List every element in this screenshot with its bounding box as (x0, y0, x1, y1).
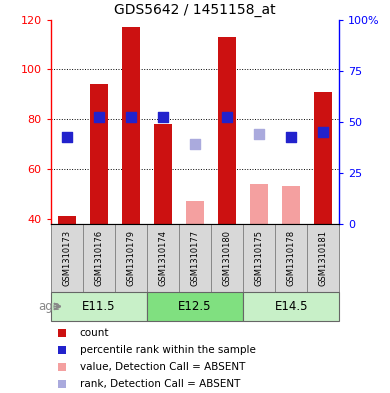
Bar (243, 224, 275, 292)
Text: GSM1310175: GSM1310175 (255, 230, 264, 286)
Bar (115, 224, 147, 292)
Bar (243, 292, 339, 321)
Bar (90, 84, 108, 224)
Bar (147, 20, 179, 224)
Bar (275, 20, 307, 224)
Point (288, 134, 294, 140)
Bar (282, 186, 300, 224)
Title: GDS5642 / 1451158_at: GDS5642 / 1451158_at (114, 3, 276, 17)
Text: age: age (38, 300, 60, 313)
Text: GSM1310176: GSM1310176 (94, 230, 103, 286)
Bar (218, 37, 236, 224)
Text: GSM1310178: GSM1310178 (287, 230, 296, 286)
Bar (58, 216, 76, 224)
Bar (51, 224, 83, 292)
Text: rank, Detection Call = ABSENT: rank, Detection Call = ABSENT (80, 379, 240, 389)
Point (64, 134, 70, 140)
Text: E12.5: E12.5 (178, 300, 212, 313)
Bar (250, 184, 268, 224)
Bar (83, 224, 115, 292)
Bar (275, 224, 307, 292)
Point (96, 114, 102, 120)
Text: GSM1310179: GSM1310179 (126, 230, 135, 286)
Point (160, 114, 166, 120)
Text: count: count (80, 328, 109, 338)
Bar (307, 224, 339, 292)
Point (59, 381, 66, 387)
Bar (147, 292, 243, 321)
Bar (122, 27, 140, 224)
Text: GSM1310180: GSM1310180 (223, 230, 232, 286)
Bar (243, 20, 275, 224)
Bar (51, 20, 83, 224)
Bar (179, 20, 211, 224)
Bar (51, 292, 147, 321)
Bar (154, 124, 172, 224)
Text: GSM1310177: GSM1310177 (190, 230, 200, 286)
Text: E11.5: E11.5 (82, 300, 115, 313)
Bar (83, 20, 115, 224)
Text: GSM1310173: GSM1310173 (62, 230, 71, 286)
Point (59, 364, 66, 371)
Point (128, 114, 134, 120)
Point (59, 330, 66, 336)
Bar (307, 20, 339, 224)
Bar (211, 20, 243, 224)
Bar (314, 92, 332, 224)
Bar (147, 224, 179, 292)
Bar (115, 20, 147, 224)
Text: GSM1310181: GSM1310181 (319, 230, 328, 286)
Bar (211, 224, 243, 292)
Text: E14.5: E14.5 (275, 300, 308, 313)
Bar (179, 224, 211, 292)
Point (224, 114, 230, 120)
Point (192, 141, 198, 147)
Point (320, 129, 326, 135)
Text: GSM1310174: GSM1310174 (158, 230, 167, 286)
Point (59, 347, 66, 353)
Bar (186, 201, 204, 224)
Text: value, Detection Call = ABSENT: value, Detection Call = ABSENT (80, 362, 245, 372)
Point (256, 131, 262, 137)
Text: percentile rank within the sample: percentile rank within the sample (80, 345, 255, 355)
